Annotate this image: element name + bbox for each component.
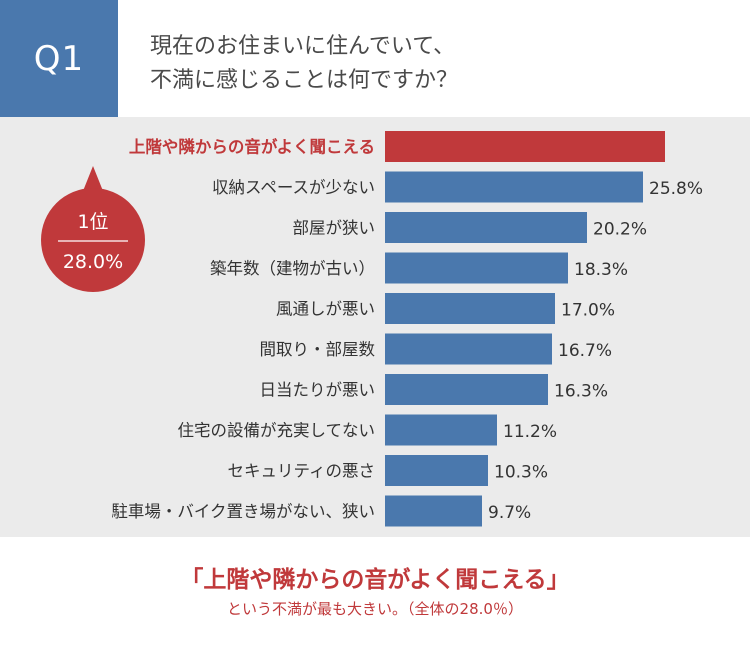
value-label: 25.8% <box>649 179 703 199</box>
value-label: 17.0% <box>561 301 615 321</box>
bar <box>385 171 643 203</box>
value-label: 20.2% <box>593 220 647 240</box>
bar <box>385 293 555 324</box>
category-label: 上階や隣からの音がよく聞こえる <box>129 137 375 157</box>
bar <box>385 455 488 486</box>
value-label: 16.3% <box>554 382 608 402</box>
callout-circle <box>41 188 145 292</box>
category-label: 住宅の設備が充実してない <box>177 421 375 440</box>
callout-rank: 1位 <box>77 211 108 233</box>
conclusion-subtext: という不満が最も大きい。（全体の28.0％） <box>227 600 523 618</box>
question-text: 現在のお住まいに住んでいて、 不満に感じることは何ですか？ <box>150 30 740 98</box>
bar <box>385 374 548 405</box>
category-label: 築年数（建物が古い） <box>210 259 375 278</box>
category-label: 風通しが悪い <box>276 300 375 319</box>
value-label: 18.3% <box>574 260 628 280</box>
category-label: 部屋が狭い <box>293 219 376 238</box>
callout-value: 28.0% <box>63 251 123 273</box>
bar <box>385 333 552 365</box>
value-label: 11.2% <box>503 422 557 442</box>
category-label: 駐車場・バイク置き場がない、狭い <box>111 502 375 521</box>
question-line-2: 不満に感じることは何ですか？ <box>150 68 459 93</box>
value-label: 10.3% <box>494 463 548 483</box>
conclusion-headline: 「上階や隣からの音がよく聞こえる」 <box>180 567 570 593</box>
category-label: 間取り・部屋数 <box>260 340 376 359</box>
bar <box>385 414 497 446</box>
question-line-1: 現在のお住まいに住んでいて、 <box>150 34 456 59</box>
category-label: 日当たりが悪い <box>260 381 376 400</box>
callout-pointer <box>83 166 103 191</box>
bar <box>385 495 482 527</box>
value-label: 9.7% <box>488 503 531 523</box>
category-label: 収納スペースが少ない <box>212 178 375 197</box>
bar <box>385 212 587 243</box>
category-label: セキュリティの悪さ <box>227 462 375 481</box>
bar <box>385 252 568 284</box>
bar <box>385 131 665 162</box>
value-label: 16.7% <box>558 341 612 361</box>
question-number-badge: Q1 <box>0 0 118 117</box>
